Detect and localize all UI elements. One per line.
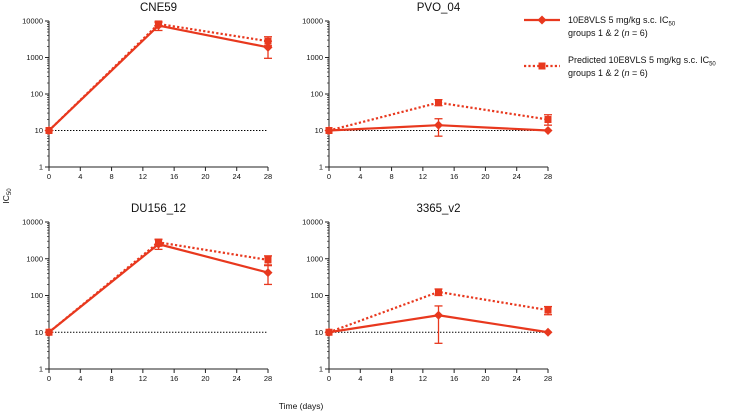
x-tick-label: 4 [358,374,362,383]
observed-series-line [48,243,269,334]
x-tick-label: 0 [327,172,331,181]
observed-point [154,21,163,31]
x-tick-label: 16 [450,172,458,181]
y-tick-label: 1000 [26,254,43,263]
predicted-series-line [328,290,549,334]
legend-label-observed: 10E8VLS 5 mg/kg s.c. IC50 [568,15,676,28]
observed-point [324,126,334,135]
legend-label-predicted: Predicted 10E8VLS 5 mg/kg s.c. IC50 [568,55,716,68]
y-tick-label: 100 [310,291,323,300]
observed-point [154,239,163,249]
panel-title: 3365_v2 [416,203,460,215]
y-tick-label: 10 [35,126,43,135]
x-tick-label: 8 [109,374,113,383]
x-tick-label: 16 [450,374,458,383]
observed-point [44,126,54,135]
y-axis-title: IC50 [1,188,13,204]
legend-entry-observed: 10E8VLS 5 mg/kg s.c. IC50 groups 1 & 2 (… [524,15,676,38]
y-tick-label: 1000 [306,254,323,263]
observed-point [434,120,443,130]
x-tick-label: 16 [170,374,178,383]
panel-title: PVO_04 [417,2,461,14]
x-tick-label: 20 [481,172,489,181]
x-axis-title: Time (days) [279,401,324,411]
y-tick-label: 1 [319,365,323,374]
x-tick-label: 8 [389,172,393,181]
y-tick-label: 1 [39,163,43,172]
y-tick-label: 1000 [306,53,323,62]
x-tick-label: 20 [481,374,489,383]
observed-point [543,327,553,337]
y-tick-label: 10000 [22,17,43,26]
x-tick-label: 24 [513,374,521,383]
panel-title: CNE59 [140,2,177,14]
predicted-point [435,99,442,107]
predicted-point [264,256,272,264]
observed-point [324,327,334,337]
x-tick-label: 24 [233,374,241,383]
x-tick-label: 8 [389,374,393,383]
y-tick-label: 10000 [302,218,323,227]
predicted-point [435,288,442,296]
observed-point [263,268,273,278]
panel-pvo04: PVO_04 1 10 100 1000 10000 0 4 8 12 16 20 24 28 [302,2,553,181]
x-tick-label: 8 [109,172,113,181]
predicted-series-line [328,101,549,132]
legend-marker-diamond [537,15,547,25]
x-tick-label: 28 [264,374,272,383]
x-tick-label: 0 [47,172,51,181]
legend-entry-predicted: Predicted 10E8VLS 5 mg/kg s.c. IC50 grou… [524,55,716,78]
y-tick-label: 10 [35,328,43,337]
x-tick-label: 12 [139,374,147,383]
x-tick-label: 12 [419,374,427,383]
x-tick-label: 12 [419,172,427,181]
panel-cne59: CNE59 1 10 100 1000 10000 0 4 8 12 16 20 24 28 [22,2,273,181]
y-tick-label: 100 [30,291,43,300]
x-tick-label: 0 [327,374,331,383]
x-tick-label: 4 [78,172,82,181]
y-axis-title-subscript: 50 [7,188,13,195]
y-tick-label: 100 [310,90,323,99]
x-tick-label: 0 [47,374,51,383]
x-tick-label: 20 [201,374,209,383]
x-tick-label: 28 [544,172,552,181]
x-tick-label: 24 [233,172,241,181]
y-tick-label: 100 [30,90,43,99]
x-tick-label: 24 [513,172,521,181]
panel-3365-v2: 3365_v2 1 10 100 1000 10000 0 4 8 12 16 20 24 28 [302,203,553,383]
y-tick-label: 1 [39,365,43,374]
observed-point [44,327,54,337]
x-tick-label: 28 [544,374,552,383]
predicted-series-line [48,241,269,334]
x-tick-label: 20 [201,172,209,181]
panel-du156-12: DU156_12 1 10 100 1000 10000 0 4 8 12 16 20 24 28 [22,203,273,383]
predicted-point [544,116,552,124]
y-tick-label: 10000 [22,218,43,227]
y-tick-label: 10000 [302,17,323,26]
legend-marker-square [538,62,546,70]
observed-point [263,42,273,52]
x-tick-label: 16 [170,172,178,181]
y-tick-label: 10 [315,126,323,135]
panel-title: DU156_12 [131,203,186,215]
x-tick-label: 12 [139,172,147,181]
legend: 10E8VLS 5 mg/kg s.c. IC50 groups 1 & 2 (… [524,15,716,78]
y-tick-label: 1000 [26,53,43,62]
x-tick-label: 28 [264,172,272,181]
x-tick-label: 4 [78,374,82,383]
observed-point [434,310,443,320]
observed-series-line [48,24,269,132]
y-tick-label: 10 [315,328,323,337]
observed-point [543,126,553,135]
legend-label-predicted-line2: groups 1 & 2 (n = 6) [568,68,648,78]
x-tick-label: 4 [358,172,362,181]
predicted-point [544,306,552,314]
y-tick-label: 1 [319,163,323,172]
legend-label-observed-line2: groups 1 & 2 (n = 6) [568,28,648,38]
